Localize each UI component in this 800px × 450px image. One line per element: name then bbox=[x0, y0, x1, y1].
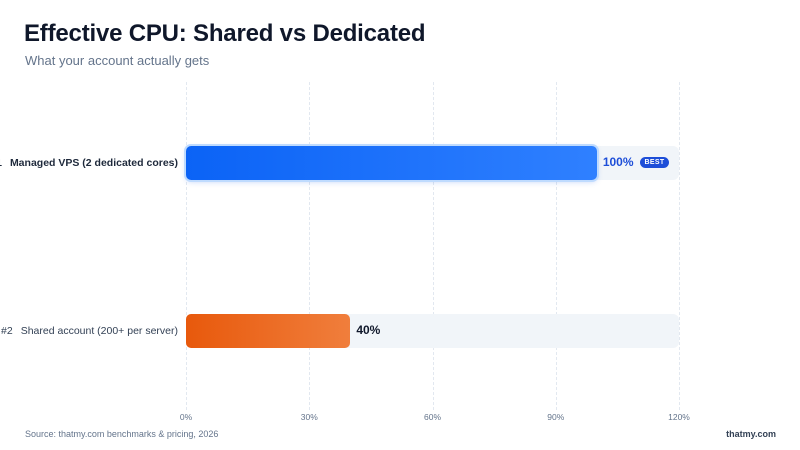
category-name: Managed VPS (2 dedicated cores) bbox=[9, 157, 178, 169]
data-label-text: 100% bbox=[602, 155, 634, 169]
gridline bbox=[679, 82, 680, 410]
best-badge: BEST bbox=[639, 156, 670, 168]
data-label-text: 40% bbox=[356, 323, 381, 337]
x-tick-label: 60% bbox=[423, 412, 442, 422]
gridline bbox=[309, 82, 311, 410]
x-tick-label: 90% bbox=[547, 412, 565, 422]
gridline bbox=[432, 82, 434, 410]
chart-subtitle: What your account actually gets bbox=[25, 53, 210, 68]
data-label: 100% BEST bbox=[603, 155, 670, 169]
category-label: #2 Shared account (200+ per server) bbox=[1, 325, 178, 337]
x-tick-label: 120% bbox=[668, 412, 690, 422]
gridline bbox=[555, 82, 557, 410]
bar bbox=[186, 314, 351, 348]
chart-title: Effective CPU: Shared vs Dedicated bbox=[24, 20, 426, 47]
category-label: #1 Managed VPS (2 dedicated cores) bbox=[0, 157, 178, 169]
gridline bbox=[186, 82, 187, 410]
category-name: Shared account (200+ per server) bbox=[20, 325, 178, 337]
x-tick-label: 0% bbox=[179, 412, 193, 422]
bar bbox=[186, 146, 597, 180]
x-tick-label: 30% bbox=[300, 412, 318, 422]
plot-area bbox=[186, 82, 680, 410]
category-rank: #2 bbox=[1, 325, 13, 337]
data-label: 40% bbox=[356, 323, 380, 337]
brand-label: thatmy.com bbox=[726, 429, 776, 439]
source-note: Source: thatmy.com benchmarks & pricing,… bbox=[25, 429, 219, 439]
category-rank: #1 bbox=[0, 157, 2, 169]
